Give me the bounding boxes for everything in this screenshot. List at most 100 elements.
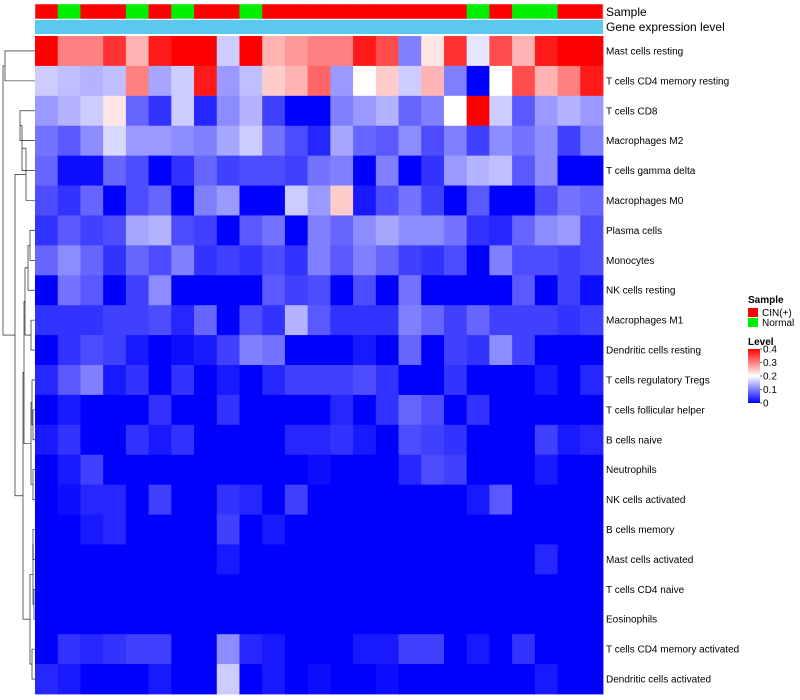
heatmap-cell: [557, 215, 581, 246]
heatmap-cell: [262, 305, 286, 336]
heatmap-cell: [103, 155, 127, 186]
heatmap-cell: [239, 305, 263, 336]
heatmap-cell: [194, 245, 218, 276]
sample-track-cell: [398, 4, 422, 19]
heatmap-cell: [557, 275, 581, 306]
heatmap-cell: [330, 155, 354, 186]
heatmap-cell: [216, 365, 240, 396]
heatmap-cell: [353, 424, 377, 456]
heatmap-cell: [330, 664, 354, 695]
heatmap-cell: [489, 514, 513, 545]
heatmap-cell: [262, 574, 286, 605]
heatmap-cell: [194, 604, 218, 635]
heatmap-cell: [398, 365, 422, 396]
dendrogram-branch: [4, 50, 35, 82]
heatmap-cell: [148, 125, 172, 157]
heatmap-cell: [239, 155, 263, 186]
heatmap-cell: [307, 484, 331, 515]
heatmap-cell: [353, 634, 377, 665]
heatmap-cell: [580, 335, 604, 366]
heatmap-cell: [307, 604, 331, 635]
heatmap-cell: [262, 185, 286, 216]
heatmap-cell: [534, 604, 558, 635]
heatmap-cell: [398, 36, 422, 67]
row-label: Dendritic cells resting: [606, 346, 701, 357]
heatmap-cell: [534, 664, 558, 695]
heatmap-cell: [216, 36, 240, 67]
heatmap-cell: [534, 95, 558, 127]
heatmap-cell: [194, 365, 218, 396]
heatmap-cell: [398, 484, 422, 515]
heatmap-cell: [103, 544, 127, 575]
heatmap-cell: [421, 305, 445, 336]
heatmap-cell: [148, 574, 172, 605]
heatmap-cell: [284, 454, 309, 486]
heatmap-cell: [512, 604, 536, 635]
heatmap-cell: [307, 155, 331, 186]
heatmap-cell: [466, 454, 490, 486]
heatmap-cell: [171, 514, 195, 545]
heatmap-cell: [171, 245, 195, 276]
heatmap-cell: [284, 514, 309, 545]
heatmap-cell: [171, 125, 195, 157]
heatmap-cell: [148, 454, 172, 486]
heatmap-cell: [80, 245, 104, 276]
heatmap-cell: [489, 155, 513, 186]
dendrogram-branch: [30, 319, 35, 351]
heatmap-cell: [57, 65, 81, 97]
heatmap-cell: [489, 574, 513, 605]
heatmap-cell: [330, 634, 354, 665]
heatmap-cell: [57, 185, 81, 216]
heatmap-cell: [148, 394, 172, 426]
dendrogram-branch: [29, 574, 33, 665]
heatmap-cell: [35, 604, 59, 635]
heatmap-cell: [443, 275, 468, 306]
heatmap-cell: [534, 245, 558, 276]
heatmap-cell: [284, 664, 309, 695]
heatmap-cell: [398, 544, 422, 575]
heatmap-cell: [239, 275, 263, 306]
heatmap-cell: [284, 394, 309, 426]
heatmap-cell: [307, 36, 331, 67]
heatmap-cell: [466, 305, 490, 336]
heatmap-cell: [125, 95, 149, 127]
heatmap-cell: [103, 65, 127, 97]
heatmap-cell: [125, 215, 149, 246]
heatmap-cell: [148, 424, 172, 456]
heatmap-cell: [284, 305, 309, 336]
sample-track-cell: [216, 4, 240, 19]
heatmap-cell: [421, 664, 445, 695]
heatmap-cell: [330, 95, 354, 127]
heatmap-cell: [375, 365, 399, 396]
sample-track-cell: [239, 4, 263, 19]
heatmap-cell: [307, 185, 331, 216]
heatmap-cell: [353, 335, 377, 366]
heatmap-cell: [239, 365, 263, 396]
heatmap-cell: [80, 95, 104, 127]
row-label: T cells CD4 naive: [606, 585, 685, 596]
heatmap-cell: [171, 484, 195, 515]
heatmap-cell: [284, 634, 309, 665]
heatmap-cell: [557, 574, 581, 605]
heatmap-cell: [489, 634, 513, 665]
heatmap-cell: [171, 36, 195, 67]
heatmap-cell: [103, 245, 127, 276]
heatmap-cell: [466, 185, 490, 216]
heatmap-cell: [443, 634, 468, 665]
heatmap-cell: [534, 36, 558, 67]
heatmap-cell: [171, 95, 195, 127]
heatmap-cell: [148, 275, 172, 306]
heatmap-cell: [466, 36, 490, 67]
heatmap-cell: [557, 155, 581, 186]
heatmap-cell: [512, 215, 536, 246]
heatmap-cell: [580, 365, 604, 396]
heatmap-cell: [421, 125, 445, 157]
heatmap-cell: [580, 484, 604, 515]
heatmap-cell: [398, 65, 422, 97]
heatmap-cell: [80, 664, 104, 695]
heatmap-cell: [35, 305, 59, 336]
heatmap-cell: [125, 155, 149, 186]
heatmap-cell: [262, 65, 286, 97]
heatmap-cell: [421, 65, 445, 97]
heatmap-cell: [35, 484, 59, 515]
